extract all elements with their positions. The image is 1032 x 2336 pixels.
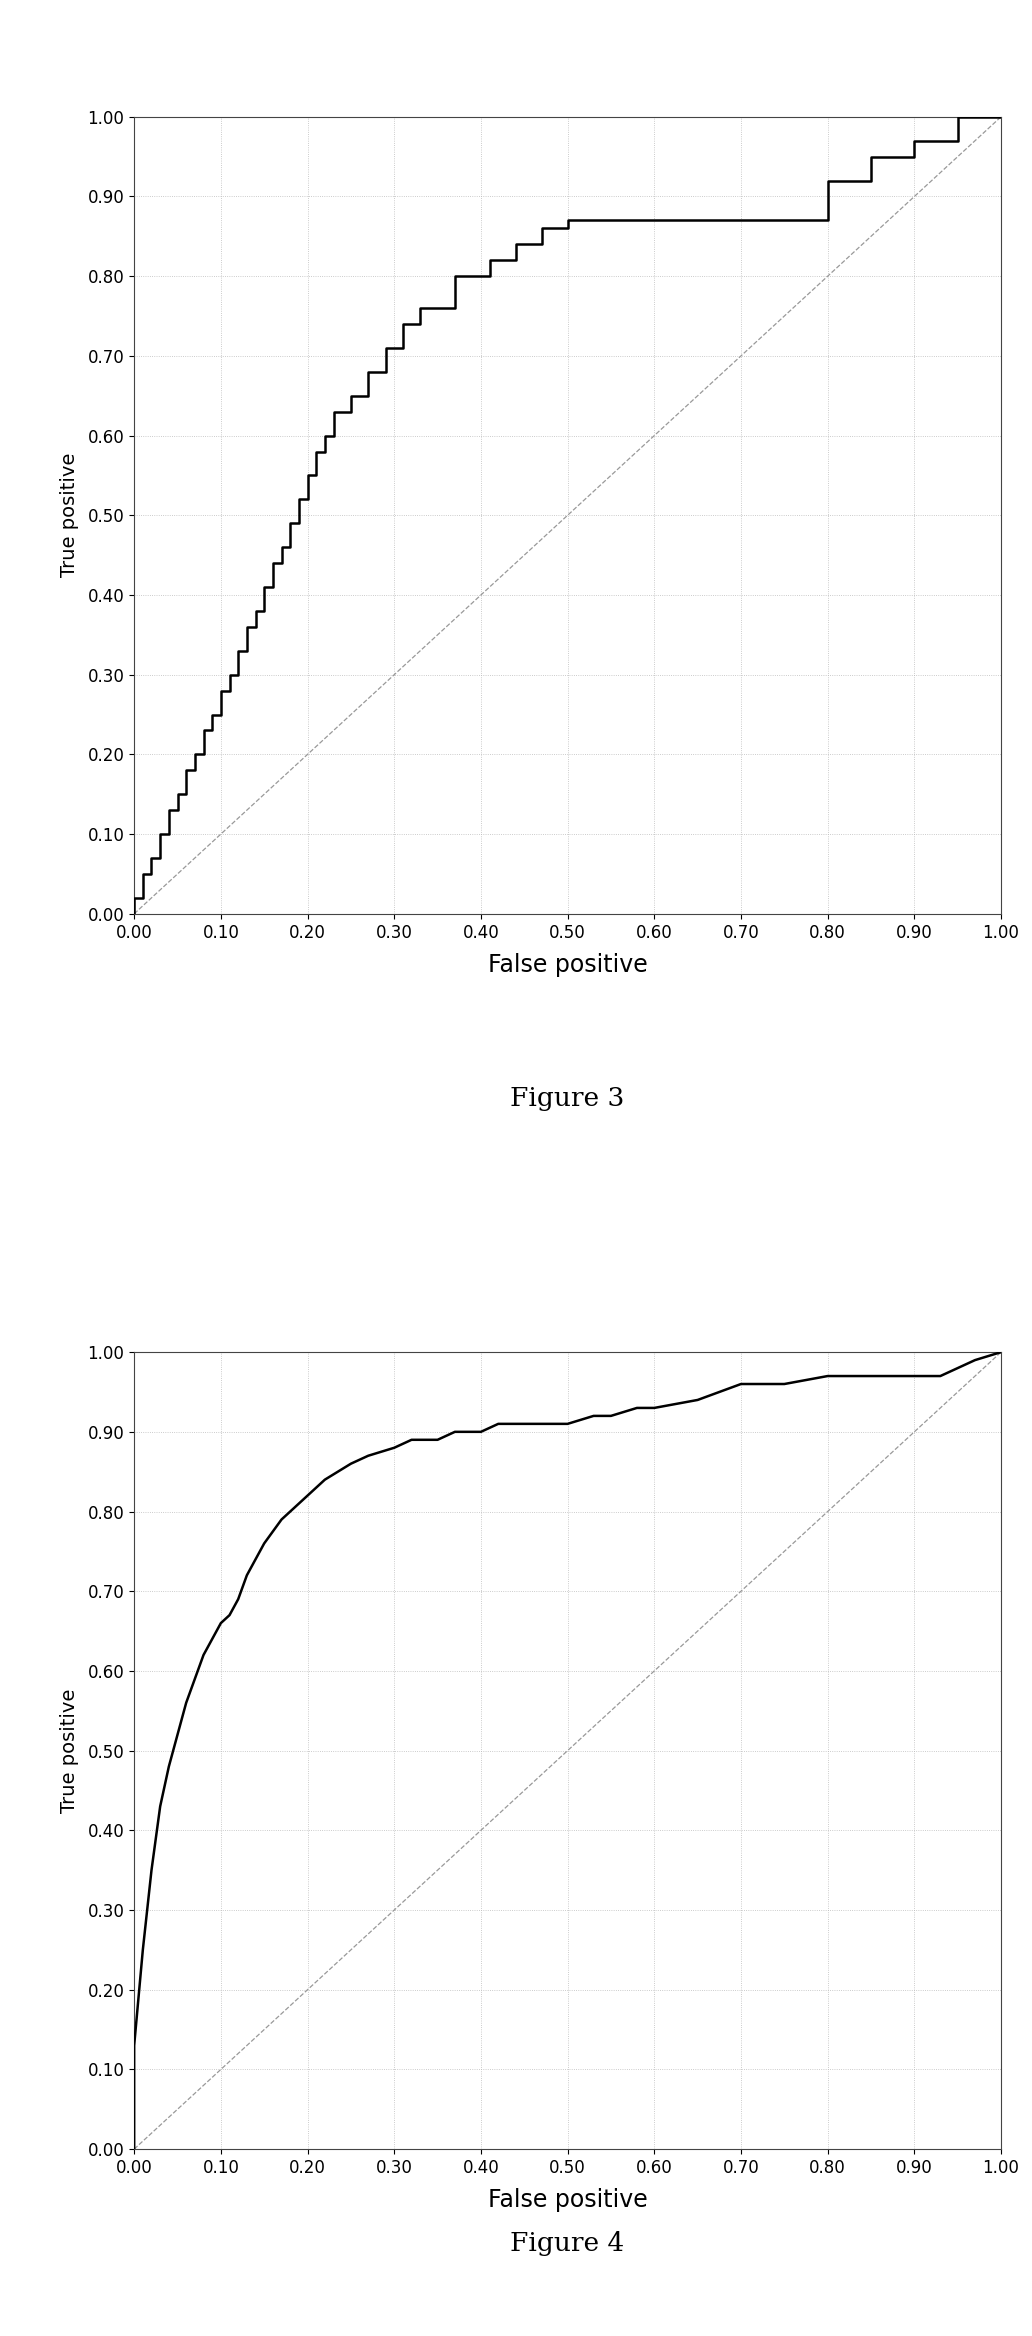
X-axis label: False positive: False positive: [488, 953, 647, 976]
Y-axis label: True positive: True positive: [60, 453, 79, 577]
X-axis label: False positive: False positive: [488, 2189, 647, 2212]
Y-axis label: True positive: True positive: [60, 1689, 79, 1813]
Text: Figure 4: Figure 4: [511, 2231, 624, 2257]
Text: Figure 3: Figure 3: [511, 1086, 624, 1112]
